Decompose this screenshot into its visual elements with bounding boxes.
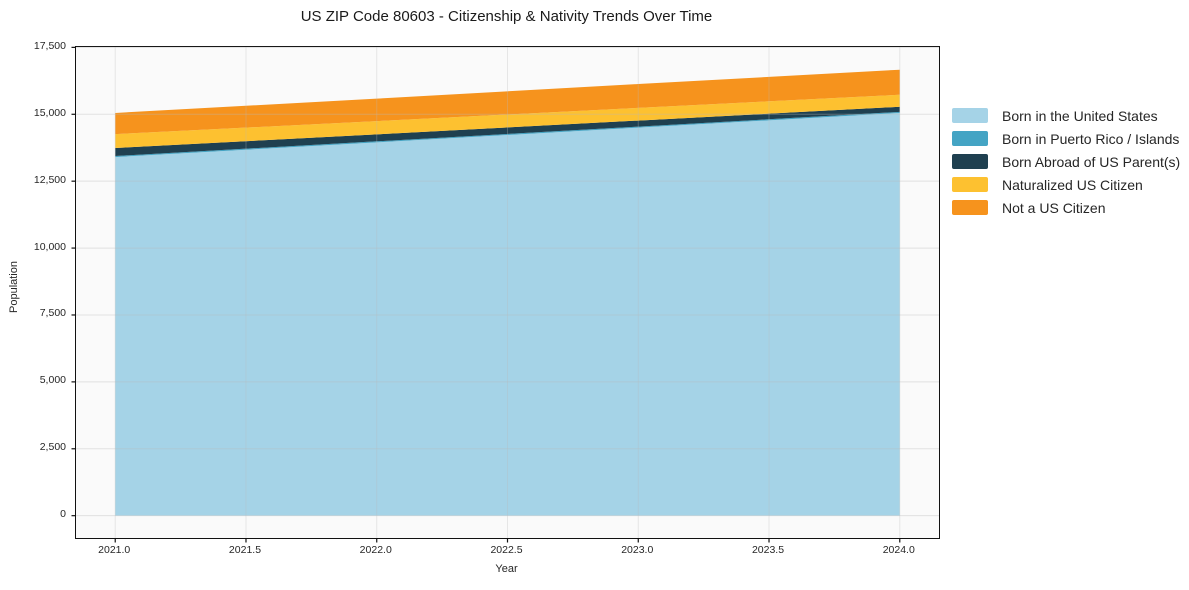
area-2 (115, 111, 900, 158)
legend-item: Born in Puerto Rico / Islands (952, 127, 1180, 150)
legend-label: Born in the United States (1002, 107, 1158, 124)
legend-item: Not a US Citizen (952, 196, 1180, 219)
legend: Born in the United States Born in Puerto… (952, 104, 1180, 219)
legend-label: Born Abroad of US Parent(s) (1002, 153, 1181, 170)
legend-item: Naturalized US Citizen (952, 173, 1180, 196)
legend-item: Born in the United States (952, 104, 1180, 127)
area-4 (115, 94, 900, 148)
area-5 (115, 69, 900, 135)
x-tick-label: 2022.0 (359, 544, 392, 556)
legend-swatch-icon (952, 131, 988, 146)
y-tick-label: 7,500 (39, 307, 66, 320)
area-1 (115, 112, 900, 516)
x-tick-label: 2021.0 (98, 544, 131, 556)
legend-swatch-icon (952, 177, 988, 192)
legend-swatch-icon (952, 154, 988, 169)
y-tick-label: 12,500 (33, 173, 66, 186)
x-tick-label: 2023.0 (621, 544, 654, 556)
x-tick-label: 2022.5 (490, 544, 523, 556)
y-tick-label: 0 (60, 508, 66, 521)
y-tick-label: 17,500 (33, 39, 66, 52)
x-tick-label: 2021.5 (228, 544, 262, 556)
legend-swatch-icon (952, 108, 988, 123)
area-3 (115, 106, 900, 157)
chart-title: US ZIP Code 80603 - Citizenship & Nativi… (300, 8, 713, 25)
legend-label: Not a US Citizen (1002, 199, 1106, 216)
legend-swatch-icon (952, 200, 988, 215)
y-tick-label: 2,500 (39, 441, 66, 454)
legend-item: Born Abroad of US Parent(s) (952, 150, 1180, 173)
plot-area (71, 46, 940, 543)
x-tick-label: 2023.5 (751, 544, 785, 556)
y-tick-label: 15,000 (33, 106, 66, 119)
x-tick-label: 2024.0 (882, 544, 915, 556)
x-axis-label: Year (495, 563, 518, 575)
legend-label: Born in Puerto Rico / Islands (1002, 130, 1180, 147)
y-tick-label: 10,000 (33, 240, 66, 253)
legend-label: Naturalized US Citizen (1002, 176, 1143, 193)
y-tick-label: 5,000 (39, 374, 66, 387)
stacked-area-plot (71, 46, 939, 543)
